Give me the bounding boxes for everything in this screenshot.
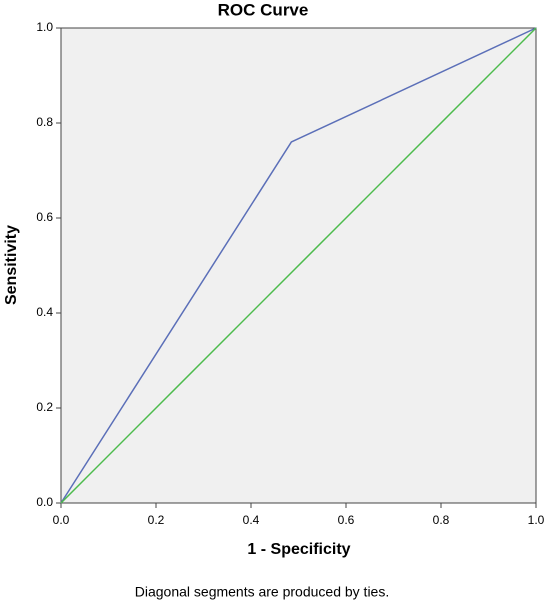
x-tick-label: 0.8 — [433, 513, 450, 527]
line-series — [60, 27, 537, 504]
y-tick-label: 1.0 — [36, 20, 53, 34]
x-tick-label: 0.6 — [338, 513, 355, 527]
x-tick-label: 1.0 — [528, 513, 545, 527]
line-series — [60, 27, 537, 504]
x-axis-title: 1 - Specificity — [247, 541, 350, 558]
y-tick-label: 0.6 — [36, 210, 53, 224]
x-tick-label: 0.2 — [148, 513, 165, 527]
y-tick-label: 0.0 — [36, 495, 53, 509]
chart-title: ROC Curve — [218, 0, 309, 19]
y-tick-label: 0.2 — [36, 400, 53, 414]
footnote: Diagonal segments are produced by ties. — [135, 584, 389, 600]
x-tick-label: 0.4 — [243, 513, 260, 527]
y-tick-label: 0.4 — [36, 305, 53, 319]
y-tick-label: 0.8 — [36, 115, 53, 129]
x-tick-label: 0.0 — [53, 513, 70, 527]
y-axis-title: Sensitivity — [3, 225, 20, 305]
